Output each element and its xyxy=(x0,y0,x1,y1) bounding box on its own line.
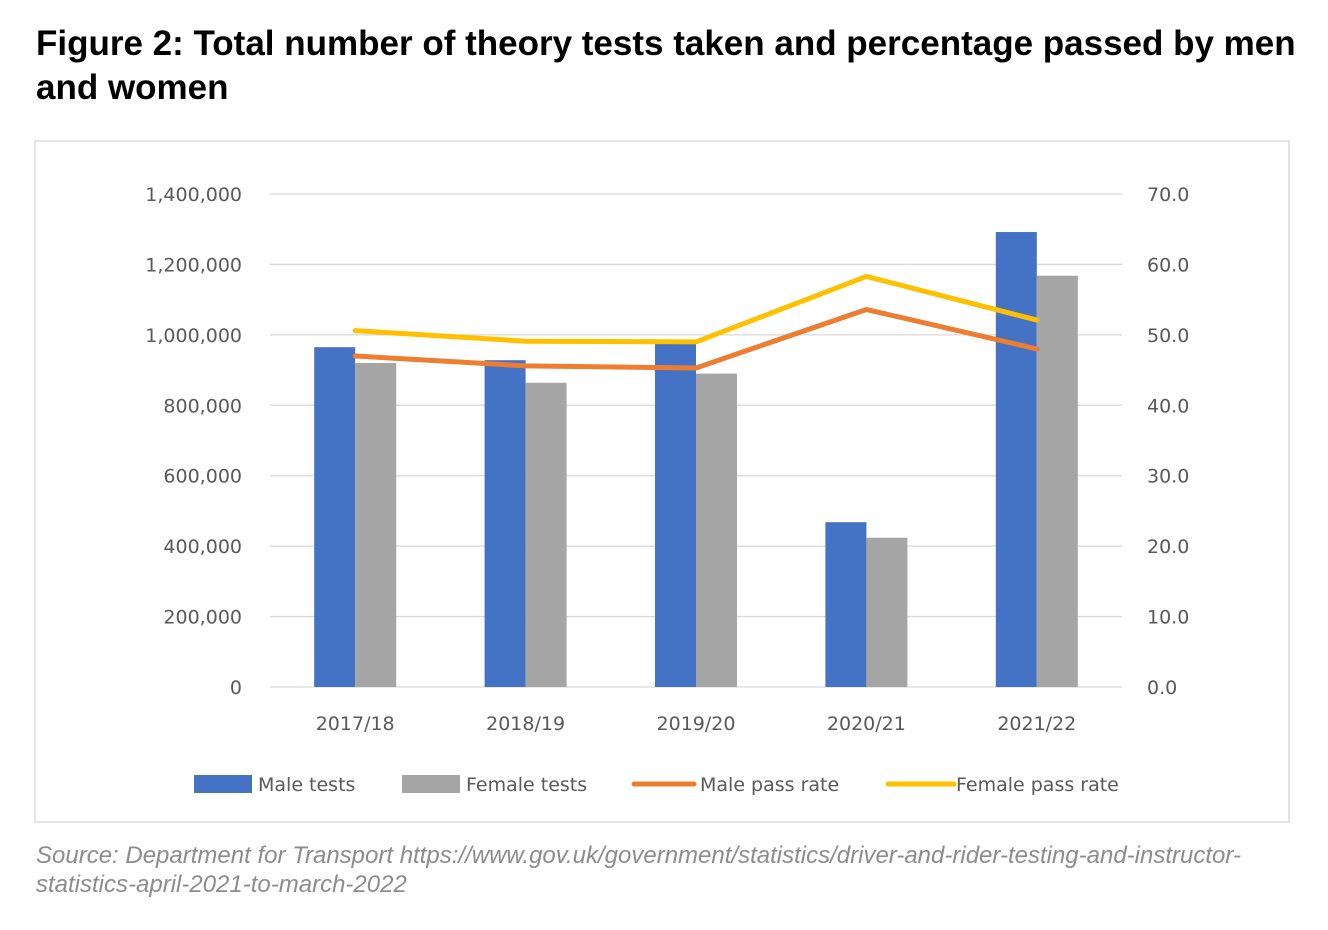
y-left-tick-label: 1,000,000 xyxy=(145,325,242,347)
legend-swatch xyxy=(194,775,252,793)
line-male-pass-rate xyxy=(352,307,1040,371)
chart-canvas: 0 200,000 400,000 600,000 800,000 1,000,000 1,… xyxy=(145,184,1189,796)
y-left-tick-label: 400,000 xyxy=(163,536,242,558)
legend-label: Male tests xyxy=(258,774,355,796)
y-left-tick-label: 1,400,000 xyxy=(145,184,242,206)
y-left-tick-label: 800,000 xyxy=(163,395,242,417)
bar-male-tests xyxy=(484,360,526,687)
bar-male-tests xyxy=(995,232,1037,687)
y-right-tick-label: 50.0 xyxy=(1147,325,1189,347)
x-tick-label: 2017/18 xyxy=(316,713,395,735)
y-right-tick-label: 30.0 xyxy=(1147,466,1189,488)
y-right-tick-label: 20.0 xyxy=(1147,536,1189,558)
y-left-tick-label: 1,200,000 xyxy=(145,254,242,276)
chart-frame: 0 200,000 400,000 600,000 800,000 1,000,000 1,… xyxy=(34,140,1290,823)
legend-swatch xyxy=(402,775,460,793)
y-right-tick-label: 60.0 xyxy=(1147,254,1189,276)
legend-item: Female tests xyxy=(402,774,587,796)
bar-male-tests xyxy=(314,347,356,687)
bar-male-tests xyxy=(655,340,696,687)
y-right-tick-label: 70.0 xyxy=(1147,184,1189,206)
bar-female-tests xyxy=(696,373,737,687)
y-right-tick-label: 40.0 xyxy=(1147,395,1189,417)
x-tick-label: 2019/20 xyxy=(657,713,736,735)
bar-female-tests xyxy=(866,537,908,687)
legend-item: Male pass rate xyxy=(631,774,839,796)
legend-item: Male tests xyxy=(194,774,355,796)
figure-title: Figure 2: Total number of theory tests t… xyxy=(36,24,1296,107)
bar-female-tests xyxy=(525,382,567,687)
x-tick-label: 2020/21 xyxy=(827,713,906,735)
legend-label: Male pass rate xyxy=(700,774,839,796)
x-tick-label: 2018/19 xyxy=(486,713,565,735)
x-tick-label: 2021/22 xyxy=(997,713,1076,735)
source-note: Source: Department for Transport https:/… xyxy=(36,842,1241,898)
legend-label: Female tests xyxy=(466,774,587,796)
bar-female-tests xyxy=(1036,275,1078,687)
y-right-tick-label: 10.0 xyxy=(1147,607,1189,629)
line-female-pass-rate xyxy=(352,273,1040,345)
y-left-tick-label: 200,000 xyxy=(163,607,242,629)
bar-male-tests xyxy=(825,522,867,687)
y-right-tick-label: 0.0 xyxy=(1147,677,1177,699)
legend-label: Female pass rate xyxy=(956,774,1119,796)
bar-female-tests xyxy=(355,363,397,687)
y-left-tick-label: 0 xyxy=(230,677,242,699)
y-left-tick-label: 600,000 xyxy=(163,466,242,488)
legend-item: Female pass rate xyxy=(885,774,1119,796)
